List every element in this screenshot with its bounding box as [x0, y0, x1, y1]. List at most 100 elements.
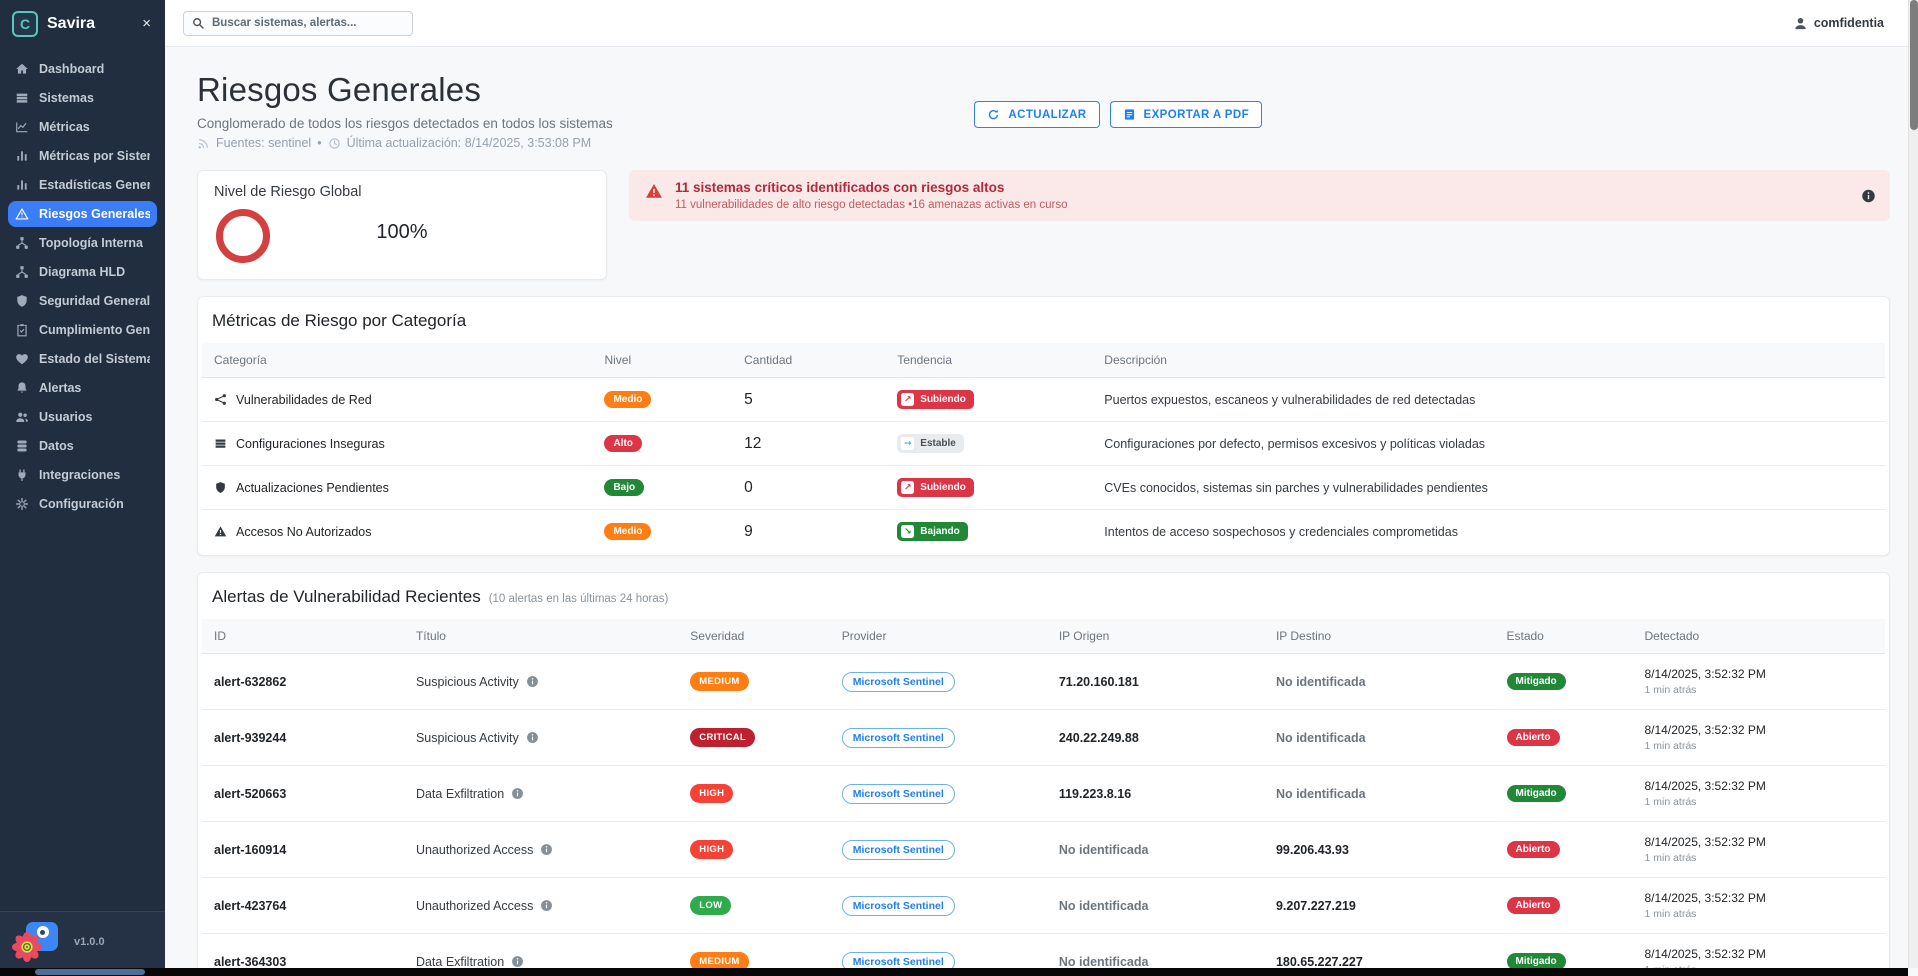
col-cantidad: Cantidad [732, 343, 885, 378]
info-icon[interactable] [526, 675, 539, 688]
severity-badge: LOW [690, 896, 731, 915]
category-description: Intentos de acceso sospechosos y credenc… [1104, 525, 1458, 539]
page-header: Riesgos Generales Conglomerado de todos … [197, 71, 1262, 150]
info-icon[interactable] [511, 955, 524, 968]
search-input[interactable] [183, 11, 413, 36]
metrics-table: Categoría Nivel Cantidad Tendencia Descr… [202, 343, 1885, 553]
sidebar-item-estado-del-sistema[interactable]: Estado del Sistema [8, 346, 157, 372]
alert-id: alert-160914 [202, 822, 404, 878]
severity-badge: HIGH [690, 784, 733, 803]
export-pdf-button[interactable]: EXPORTAR A PDF [1110, 101, 1262, 128]
trend-badge: →Estable [897, 434, 964, 453]
severity-badge: CRITICAL [690, 728, 755, 747]
sidebar-item-integraciones[interactable]: Integraciones [8, 462, 157, 488]
info-icon[interactable] [1861, 188, 1876, 203]
status-badge: Mitigado [1507, 785, 1566, 802]
bell-icon [15, 381, 29, 395]
col-estado: Estado [1495, 619, 1633, 654]
vertical-scrollbar[interactable] [1908, 0, 1918, 968]
sidebar-item-seguridad-general[interactable]: Seguridad General [8, 288, 157, 314]
metrics-row: Actualizaciones Pendientes Bajo 0 ↗Subie… [202, 466, 1885, 510]
detected-time: 8/14/2025, 3:52:32 PM [1645, 723, 1874, 737]
metrics-row: Configuraciones Inseguras Alto 12 →Estab… [202, 422, 1885, 466]
col-descripcion: Descripción [1092, 343, 1885, 378]
trend-badge: ↘Bajando [897, 522, 967, 541]
provider-pill[interactable]: Microsoft Sentinel [842, 728, 955, 748]
sidebar-item-diagrama-hld[interactable]: Diagrama HLD [8, 259, 157, 285]
sidebar-nav: Dashboard Sistemas Métricas Métricas por… [0, 47, 165, 911]
provider-pill[interactable]: Microsoft Sentinel [842, 896, 955, 916]
trend-arrow-icon: ↘ [901, 525, 914, 538]
content: Riesgos Generales Conglomerado de todos … [165, 47, 1908, 976]
ip-destination: No identificada [1264, 766, 1495, 822]
assistant-widget[interactable] [12, 922, 58, 962]
user-icon [1793, 16, 1808, 31]
sidebar-item-topologia-interna[interactable]: Topología Interna [8, 230, 157, 256]
global-risk-card: Nivel de Riesgo Global 100% [197, 170, 607, 280]
detected-ago: 1 min atrás [1645, 852, 1874, 864]
status-badge: Abierto [1507, 729, 1560, 746]
sidebar-item-usuarios[interactable]: Usuarios [8, 404, 157, 430]
sidebar-item-configuracion[interactable]: Configuración [8, 491, 157, 517]
ip-destination: 9.207.227.219 [1264, 878, 1495, 934]
sidebar-item-alertas[interactable]: Alertas [8, 375, 157, 401]
horizontal-scrollbar-thumb[interactable] [35, 969, 145, 975]
provider-pill[interactable]: Microsoft Sentinel [842, 672, 955, 692]
main-area: comfidentia Riesgos Generales Conglomera… [165, 0, 1908, 976]
alert-title: Data Exfiltration [416, 787, 504, 801]
detected-time: 8/14/2025, 3:52:32 PM [1645, 667, 1874, 681]
info-icon[interactable] [540, 899, 553, 912]
category-description: Puertos expuestos, escaneos y vulnerabil… [1104, 393, 1475, 407]
sidebar-item-dashboard[interactable]: Dashboard [8, 56, 157, 82]
info-icon[interactable] [526, 731, 539, 744]
last-update-label: Última actualización: 8/14/2025, 3:53:08… [347, 136, 592, 150]
severity-badge: HIGH [690, 840, 733, 859]
trend-arrow-icon: ↗ [901, 481, 914, 494]
metrics-row: Vulnerabilidades de Red Medio 5 ↗Subiend… [202, 378, 1885, 422]
alerts-header-row: ID Título Severidad Provider IP Origen I… [202, 619, 1885, 654]
alert-title: Data Exfiltration [416, 955, 504, 969]
sidebar-item-datos[interactable]: Datos [8, 433, 157, 459]
sidebar-item-cumplimiento-general[interactable]: Cumplimiento General [8, 317, 157, 343]
horizontal-scrollbar[interactable] [0, 968, 1908, 976]
sidebar-close-icon[interactable]: × [140, 15, 153, 32]
trend-badge: ↗Subiendo [897, 478, 974, 497]
info-icon[interactable] [511, 787, 524, 800]
sidebar-item-riesgos-generales[interactable]: Riesgos Generales [8, 201, 157, 227]
status-badge: Abierto [1507, 841, 1560, 858]
ip-origin: 240.22.249.88 [1047, 710, 1264, 766]
recent-alerts-card: Alertas de Vulnerabilidad Recientes(10 a… [197, 572, 1890, 976]
metrics-row: Accesos No Autorizados Medio 9 ↘Bajando … [202, 510, 1885, 554]
gear-icon [15, 497, 29, 511]
username: comfidentia [1814, 16, 1884, 30]
network-icon [214, 393, 227, 406]
count-value: 9 [744, 523, 753, 540]
provider-pill[interactable]: Microsoft Sentinel [842, 784, 955, 804]
page-subtitle: Conglomerado de todos los riesgos detect… [197, 116, 613, 131]
app-version: v1.0.0 [74, 936, 105, 948]
alert-title: Unauthorized Access [416, 843, 533, 857]
detected-ago: 1 min atrás [1645, 740, 1874, 752]
server-icon [15, 91, 29, 105]
refresh-button[interactable]: ACTUALIZAR [974, 101, 1099, 128]
user-menu[interactable]: comfidentia [1793, 16, 1884, 31]
sidebar-item-sistemas[interactable]: Sistemas [8, 85, 157, 111]
count-value: 12 [744, 435, 761, 452]
bar-chart-icon [15, 178, 29, 192]
users-icon [15, 410, 29, 424]
sidebar-item-metricas-por-sistema[interactable]: Métricas por Sistema [8, 143, 157, 169]
warning-icon [214, 525, 227, 538]
alerts-section-title: Alertas de Vulnerabilidad Recientes(10 a… [202, 587, 1885, 619]
metrics-section-title: Métricas de Riesgo por Categoría [202, 311, 1885, 343]
vertical-scrollbar-thumb[interactable] [1910, 0, 1918, 130]
sidebar-item-metricas[interactable]: Métricas [8, 114, 157, 140]
category-label: Vulnerabilidades de Red [236, 393, 372, 407]
sidebar-item-estadisticas-generales[interactable]: Estadísticas Generales [8, 172, 157, 198]
provider-pill[interactable]: Microsoft Sentinel [842, 840, 955, 860]
detected-time: 8/14/2025, 3:52:32 PM [1645, 947, 1874, 961]
alert-row: alert-160914 Unauthorized Access HIGH Mi… [202, 822, 1885, 878]
gauge-title: Nivel de Riesgo Global [214, 184, 590, 200]
ip-origin: No identificada [1047, 878, 1264, 934]
banner-detail: 11 vulnerabilidades de alto riesgo detec… [675, 199, 1068, 211]
info-icon[interactable] [540, 843, 553, 856]
